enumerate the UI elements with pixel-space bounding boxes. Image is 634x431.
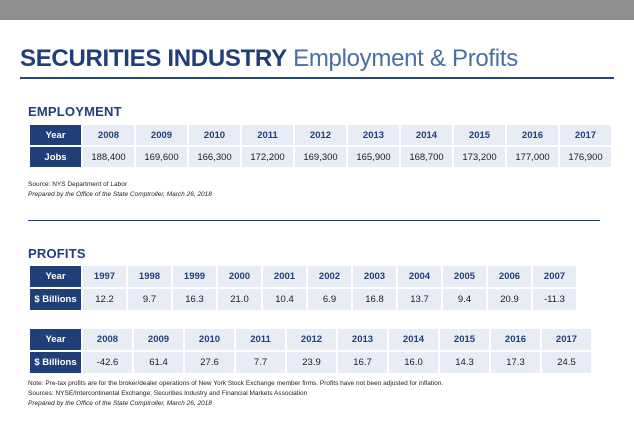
year-header: Year <box>30 125 81 145</box>
profits-sources: Sources: NYSE/Intercontinental Exchange;… <box>28 390 308 397</box>
year-cell: 2013 <box>338 329 387 350</box>
profits-table-1997-2007: Year 1997 1998 1999 2000 2001 2002 2003 2004 200… <box>28 264 578 312</box>
value-cell: 21.0 <box>218 289 261 310</box>
jobs-header: Jobs <box>30 147 81 167</box>
profits-prepared: Prepared by the Office of the State Comp… <box>28 400 212 407</box>
year-cell: 2012 <box>295 125 346 145</box>
value-cell: 169,600 <box>136 147 187 167</box>
year-cell: 2002 <box>308 266 351 287</box>
year-cell: 1997 <box>83 266 126 287</box>
year-header: Year <box>30 266 81 287</box>
year-cell: 2005 <box>443 266 486 287</box>
employment-jobs-row: Jobs 188,400 169,600 166,300 172,200 169,300… <box>30 147 611 167</box>
profits-value-row: $ Billions -42.6 61.4 27.6 7.7 23.9 16.7 16.0 1… <box>30 352 591 373</box>
value-cell: 177,000 <box>507 147 558 167</box>
year-cell: 2013 <box>348 125 399 145</box>
employment-year-row: Year 2008 2009 2010 2011 2012 2013 2014 2015 201… <box>30 125 611 145</box>
profits-note: Note: Pre-tax profits are for the broker… <box>28 380 444 387</box>
value-cell: 61.4 <box>134 352 183 373</box>
value-cell: 12.2 <box>83 289 126 310</box>
year-cell: 2001 <box>263 266 306 287</box>
year-cell: 1998 <box>128 266 171 287</box>
profits-year-row: Year 2008 2009 2010 2011 2012 2013 2014 2015 201… <box>30 329 591 350</box>
value-cell: 27.6 <box>185 352 234 373</box>
year-cell: 2010 <box>189 125 240 145</box>
value-cell: 13.7 <box>398 289 441 310</box>
value-cell: 16.8 <box>353 289 396 310</box>
employment-prepared: Prepared by the Office of the State Comp… <box>28 191 212 198</box>
value-cell: 176,900 <box>560 147 611 167</box>
year-cell: 2016 <box>491 329 540 350</box>
employment-source: Source: NYS Department of Labor <box>28 181 127 188</box>
year-cell: 2007 <box>533 266 576 287</box>
value-cell: 10.4 <box>263 289 306 310</box>
value-cell: 172,200 <box>242 147 293 167</box>
year-cell: 2015 <box>440 329 489 350</box>
profits-year-row: Year 1997 1998 1999 2000 2001 2002 2003 2004 200… <box>30 266 576 287</box>
year-cell: 2008 <box>83 125 134 145</box>
title-bold: SECURITIES INDUSTRY <box>20 45 287 72</box>
year-cell: 2011 <box>236 329 285 350</box>
year-cell: 2014 <box>389 329 438 350</box>
year-cell: 2011 <box>242 125 293 145</box>
profits-heading: PROFITS <box>28 246 86 261</box>
year-cell: 2006 <box>488 266 531 287</box>
value-cell: -42.6 <box>83 352 132 373</box>
year-cell: 2016 <box>507 125 558 145</box>
billions-header: $ Billions <box>30 352 81 373</box>
value-cell: 23.9 <box>287 352 336 373</box>
value-cell: 169,300 <box>295 147 346 167</box>
section-divider <box>28 220 600 221</box>
profits-value-row: $ Billions 12.2 9.7 16.3 21.0 10.4 6.9 16.8 13.… <box>30 289 576 310</box>
value-cell: 188,400 <box>83 147 134 167</box>
value-cell: 7.7 <box>236 352 285 373</box>
year-cell: 2017 <box>560 125 611 145</box>
year-cell: 2008 <box>83 329 132 350</box>
value-cell: 16.0 <box>389 352 438 373</box>
employment-heading: EMPLOYMENT <box>28 104 122 119</box>
employment-table: Year 2008 2009 2010 2011 2012 2013 2014 2015 201… <box>28 123 613 169</box>
value-cell: 9.4 <box>443 289 486 310</box>
value-cell: 24.5 <box>542 352 591 373</box>
profits-table-2008-2017: Year 2008 2009 2010 2011 2012 2013 2014 2015 201… <box>28 327 593 375</box>
year-cell: 2003 <box>353 266 396 287</box>
year-cell: 2004 <box>398 266 441 287</box>
value-cell: 20.9 <box>488 289 531 310</box>
value-cell: 9.7 <box>128 289 171 310</box>
year-cell: 2017 <box>542 329 591 350</box>
title-light: Employment & Profits <box>293 45 518 72</box>
year-cell: 2012 <box>287 329 336 350</box>
year-cell: 2015 <box>454 125 505 145</box>
year-cell: 2009 <box>136 125 187 145</box>
billions-header: $ Billions <box>30 289 81 310</box>
year-cell: 2000 <box>218 266 261 287</box>
value-cell: 168,700 <box>401 147 452 167</box>
value-cell: -11.3 <box>533 289 576 310</box>
value-cell: 16.7 <box>338 352 387 373</box>
value-cell: 16.3 <box>173 289 216 310</box>
year-cell: 2009 <box>134 329 183 350</box>
year-cell: 1999 <box>173 266 216 287</box>
value-cell: 173,200 <box>454 147 505 167</box>
value-cell: 166,300 <box>189 147 240 167</box>
value-cell: 14.3 <box>440 352 489 373</box>
value-cell: 165,900 <box>348 147 399 167</box>
year-cell: 2014 <box>401 125 452 145</box>
page-title: SECURITIES INDUSTRY Employment & Profits <box>20 45 518 73</box>
title-divider <box>20 77 614 79</box>
value-cell: 17.3 <box>491 352 540 373</box>
top-bar <box>0 0 634 20</box>
year-header: Year <box>30 329 81 350</box>
value-cell: 6.9 <box>308 289 351 310</box>
year-cell: 2010 <box>185 329 234 350</box>
